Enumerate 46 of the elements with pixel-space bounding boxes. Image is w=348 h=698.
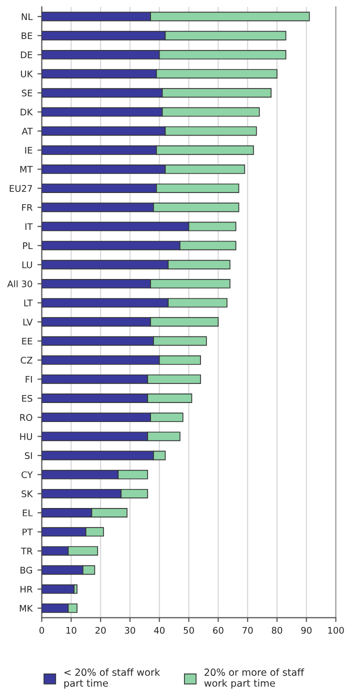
x-tick-label: 40 [154, 626, 165, 634]
y-tick-label: HU [20, 433, 32, 440]
y-tick-label: AT [22, 128, 33, 134]
x-tick-label: 60 [213, 626, 224, 634]
bar [42, 584, 75, 594]
y-tick-label: FI [26, 376, 32, 383]
y-tick-label: MK [20, 605, 33, 612]
y-tick-label: EE [22, 338, 32, 344]
x-tick-label: 20 [95, 626, 106, 634]
x-tick-label: 0 [39, 626, 44, 634]
y-tick-label: DE [20, 52, 32, 58]
y-tick-label: LV [23, 318, 33, 326]
y-tick-label: SI [24, 452, 32, 460]
y-tick-label: BE [22, 32, 32, 40]
y-tick-label: UK [20, 70, 33, 78]
legend-label: 20% or more of staff work part time [204, 668, 304, 689]
y-tick-label: TR [20, 548, 32, 554]
y-tick-label: EL [22, 510, 33, 516]
y-tick-label: LT [24, 300, 33, 306]
x-tick-label: 90 [301, 626, 312, 634]
legend-label: < 20% of staff work part time [64, 668, 160, 689]
x-tick-label: 10 [66, 626, 76, 634]
y-tick-label: DK [20, 108, 33, 116]
y-tick-label: PT [22, 528, 33, 536]
y-tick-label: LU [22, 261, 32, 268]
x-tick-label: 80 [272, 626, 282, 634]
y-tick-label: CZ [20, 356, 32, 364]
y-tick-label: CY [22, 471, 33, 478]
y-tick-label: NL [22, 13, 33, 20]
y-tick-label: IT [25, 223, 33, 230]
y-tick-label: MT [20, 166, 33, 173]
y-tick-label: EU27 [10, 185, 32, 192]
x-tick-label: 100 [328, 626, 344, 634]
x-tick-label: 50 [184, 626, 194, 634]
y-tick-label: All 30 [7, 280, 32, 288]
y-tick-label: HR [20, 586, 32, 593]
y-tick-label: RO [20, 414, 32, 421]
y-tick-label: PL [23, 242, 33, 249]
y-tick-label: BG [20, 566, 32, 574]
y-tick-label: SE [22, 90, 32, 96]
x-tick-label: 30 [124, 626, 136, 634]
x-tick-label: 70 [242, 626, 253, 634]
y-tick-label: IE [25, 146, 32, 154]
y-tick-label: FR [22, 204, 32, 211]
y-tick-label: ES [22, 394, 32, 402]
y-tick-label: SK [22, 490, 33, 498]
